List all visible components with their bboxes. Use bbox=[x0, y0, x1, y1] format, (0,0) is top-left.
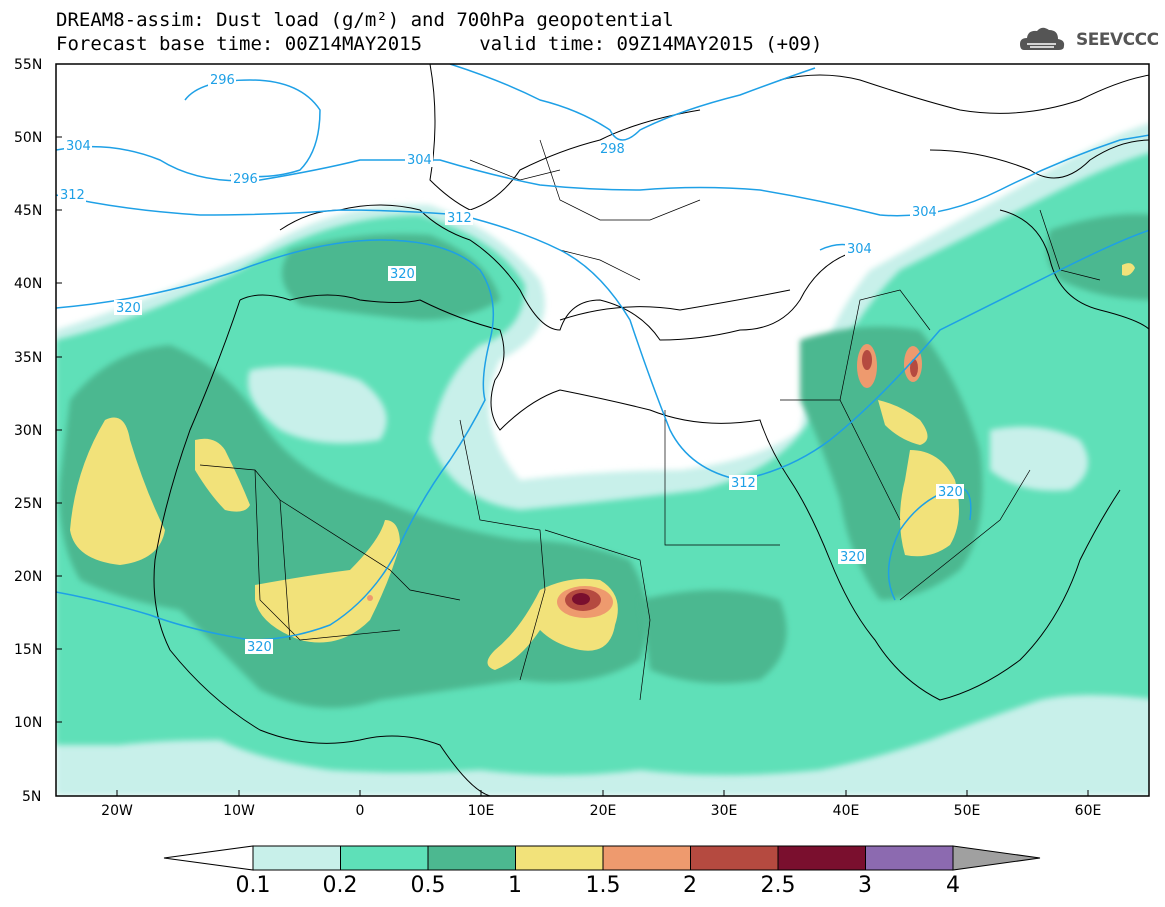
country-borders bbox=[199, 139, 1101, 701]
contour-label: 304 bbox=[912, 205, 937, 220]
longitude-axis: 20W 10W 0 10E 20E 30E 40E 50E 60E bbox=[101, 790, 1101, 819]
lon-tick-label: 30E bbox=[711, 803, 738, 819]
dust-layer-high bbox=[70, 263, 1135, 670]
colorbar-swatch bbox=[602, 845, 691, 871]
colorbar: 0.1 0.2 0.5 1 1.5 2 2.5 3 4 bbox=[163, 845, 1041, 898]
colorbar-high-arrow bbox=[952, 845, 1041, 871]
contour-label: 320 bbox=[116, 301, 141, 316]
coastlines bbox=[153, 64, 1149, 796]
colorbar-swatch bbox=[690, 845, 779, 871]
map-title: DREAM8-assim: Dust load (g/m²) and 700hP… bbox=[56, 9, 674, 31]
colorbar-swatch bbox=[515, 845, 604, 871]
lat-tick-label: 55N bbox=[14, 57, 42, 73]
lat-tick-label: 15N bbox=[14, 642, 42, 658]
colorbar-label: 0.2 bbox=[323, 873, 358, 898]
lat-tick-label: 10N bbox=[14, 715, 42, 731]
lat-tick-label: 50N bbox=[14, 130, 42, 146]
contour-label: 298 bbox=[600, 142, 625, 157]
colorbar-swatch bbox=[865, 845, 954, 871]
logo-label: SEEVCCC bbox=[1076, 30, 1159, 50]
lat-tick-label: 40N bbox=[14, 276, 42, 292]
lat-tick-label: 45N bbox=[14, 203, 42, 219]
contour-label: 320 bbox=[938, 485, 963, 500]
map-body: 296 304 296 304 312 312 320 320 298 304 … bbox=[56, 64, 1149, 796]
colorbar-label: 2.5 bbox=[761, 873, 796, 898]
contour-label: 304 bbox=[66, 139, 91, 154]
contour-label: 312 bbox=[731, 476, 756, 491]
contour-label: 320 bbox=[390, 267, 415, 282]
lat-tick-label: 35N bbox=[14, 350, 42, 366]
contour-label: 312 bbox=[60, 188, 85, 203]
colorbar-label: 3 bbox=[858, 873, 872, 898]
lat-tick-label: 30N bbox=[14, 423, 42, 439]
colorbar-label: 0.1 bbox=[236, 873, 271, 898]
contour-labels: 296 304 296 304 312 312 320 320 298 304 … bbox=[58, 72, 964, 655]
lat-tick-label: 25N bbox=[14, 496, 42, 512]
colorbar-swatch bbox=[427, 845, 516, 871]
contour-label: 304 bbox=[407, 153, 432, 168]
dust-layer-peaks bbox=[367, 344, 922, 618]
contour-label: 304 bbox=[847, 242, 872, 257]
lon-tick-label: 20E bbox=[590, 803, 617, 819]
colorbar-label: 2 bbox=[683, 873, 697, 898]
contour-label: 312 bbox=[447, 211, 472, 226]
colorbar-label: 1.5 bbox=[586, 873, 621, 898]
lon-tick-label: 50E bbox=[954, 803, 981, 819]
lon-tick-label: 60E bbox=[1075, 803, 1102, 819]
colorbar-swatch bbox=[777, 845, 866, 871]
contour-label: 296 bbox=[233, 172, 258, 187]
cloud-logo-icon bbox=[1020, 27, 1065, 50]
contour-label: 320 bbox=[247, 640, 272, 655]
lon-tick-label: 0 bbox=[356, 803, 365, 819]
lat-tick-label: 20N bbox=[14, 569, 42, 585]
colorbar-low-arrow bbox=[163, 845, 254, 871]
colorbar-label: 1 bbox=[508, 873, 522, 898]
lon-tick-label: 10E bbox=[468, 803, 495, 819]
lon-tick-label: 10W bbox=[223, 803, 255, 819]
colorbar-label: 4 bbox=[946, 873, 960, 898]
contour-label: 296 bbox=[210, 73, 235, 88]
lon-tick-label: 40E bbox=[833, 803, 860, 819]
colorbar-swatch bbox=[252, 845, 341, 871]
lon-tick-label: 20W bbox=[101, 803, 133, 819]
lat-tick-label: 5N bbox=[22, 789, 41, 805]
latitude-axis: 55N 50N 45N 40N 35N 30N 25N 20N 15N 10N … bbox=[14, 57, 62, 805]
forecast-time-line: Forecast base time: 00Z14MAY2015 valid t… bbox=[56, 33, 823, 55]
contour-label: 320 bbox=[840, 550, 865, 565]
colorbar-swatch bbox=[340, 845, 429, 871]
colorbar-label: 0.5 bbox=[411, 873, 446, 898]
